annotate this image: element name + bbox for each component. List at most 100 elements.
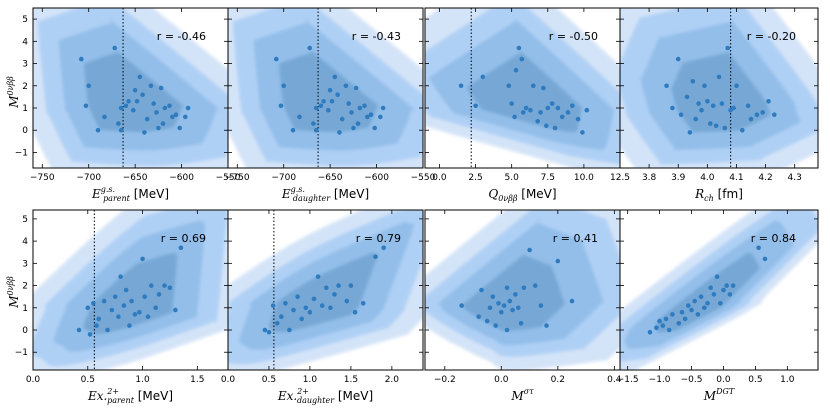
data-point (705, 99, 710, 104)
data-point (327, 87, 333, 93)
data-point (684, 94, 690, 100)
x-ticks: 3.8 3.9 4.0 4.1 4.2 4.3 (642, 8, 802, 183)
data-point (291, 307, 296, 313)
x-tick-label: −0.2 (434, 375, 456, 385)
data-point (123, 287, 129, 293)
data-point (695, 312, 701, 317)
data-point (112, 294, 118, 300)
x-tick-label: −650 (123, 173, 148, 183)
data-point (94, 323, 99, 328)
axes-frame (227, 209, 424, 371)
x-tick-label: −750 (225, 173, 250, 183)
data-point (702, 83, 707, 89)
data-point (531, 83, 536, 89)
data-point (329, 99, 335, 104)
data-point (527, 247, 532, 253)
data-point (532, 283, 538, 288)
x-tick-label: −1.0 (649, 375, 671, 385)
data-point (490, 294, 496, 300)
data-point (160, 121, 166, 126)
data-point (299, 316, 305, 322)
data-point (102, 114, 107, 120)
data-point (509, 101, 514, 106)
data-point (311, 121, 316, 126)
data-point (295, 294, 300, 300)
data-point (278, 103, 284, 109)
data-point (378, 114, 383, 120)
data-point (362, 103, 367, 109)
data-point (283, 301, 288, 306)
data-point (348, 283, 354, 288)
x-tick-label: 1.5 (190, 375, 204, 385)
x-tick-label: 0.0 (716, 375, 731, 385)
data-point (725, 45, 730, 51)
data-point (716, 74, 722, 80)
data-point (279, 314, 284, 320)
x-tick-label: 0.0 (26, 375, 41, 385)
data-point (772, 112, 777, 117)
data-point (718, 301, 723, 306)
data-point (360, 301, 366, 306)
y-tick-label: 2 (22, 82, 28, 92)
data-points (647, 245, 768, 335)
data-point (458, 83, 464, 89)
data-point (484, 318, 490, 324)
data-point (760, 110, 765, 115)
data-point (373, 254, 378, 259)
data-point (313, 127, 319, 133)
panel-p-eparent: −750 −700 −650 −600 −550 −1 0 1 2 3 4 5 r = -0.46 Eg.… (15, 7, 241, 203)
data-point (307, 45, 313, 51)
data-point (670, 105, 675, 111)
x-tick-label: −650 (318, 173, 343, 183)
data-point (311, 296, 317, 302)
correlation-label: r = 0.41 (553, 232, 598, 245)
data-point (748, 116, 754, 122)
x-tick-label: 0.5 (748, 375, 762, 385)
data-point (185, 105, 191, 111)
correlation-label: r = -0.46 (157, 30, 206, 43)
data-point (156, 125, 161, 131)
data-point (480, 74, 486, 80)
data-point (670, 312, 675, 317)
x-ticks: −1.5 −1.0 −0.5 0.0 0.5 1.0 (617, 210, 795, 385)
axes-frame (227, 7, 424, 169)
data-point (95, 127, 101, 133)
data-point (459, 303, 465, 308)
data-point (307, 309, 313, 315)
data-point (118, 105, 124, 111)
data-point (324, 285, 329, 291)
data-point (173, 307, 178, 313)
data-point (86, 83, 91, 89)
x-tick-label: 0.4 (607, 375, 622, 385)
x-tick-label: 1.0 (303, 375, 318, 385)
x-ticks: −750 −700 −650 −600 −550 (225, 8, 436, 183)
y-ticks (620, 218, 818, 353)
data-point (501, 303, 507, 308)
data-point (708, 121, 713, 126)
y-tick-label: 5 (22, 15, 28, 25)
data-point (79, 56, 84, 62)
data-point (183, 114, 188, 120)
data-point (336, 283, 341, 288)
data-point (131, 107, 136, 113)
data-point (699, 107, 704, 113)
data-point (693, 116, 698, 122)
kde-level-4 (671, 50, 771, 133)
x-tick-label: 10.0 (574, 173, 594, 183)
data-point (332, 292, 337, 297)
panel-p-mdgt: −1.5 −1.0 −0.5 0.0 0.5 1.0 r = 0.84 MDGT (617, 209, 819, 403)
data-point (535, 119, 540, 124)
x-tick-label: 0.0 (432, 173, 447, 183)
y-tick-label: 0 (22, 326, 28, 336)
y-ticks (620, 18, 818, 153)
data-point (177, 125, 182, 131)
y-tick-label: 2 (22, 282, 28, 292)
correlation-label: r = -0.20 (747, 30, 796, 43)
data-points (76, 245, 184, 337)
data-point (365, 114, 370, 120)
data-point (555, 258, 561, 264)
data-point (270, 303, 276, 308)
data-point (754, 112, 760, 117)
data-point (380, 105, 386, 111)
y-ticks: −1 0 1 2 3 4 5 (15, 15, 228, 158)
